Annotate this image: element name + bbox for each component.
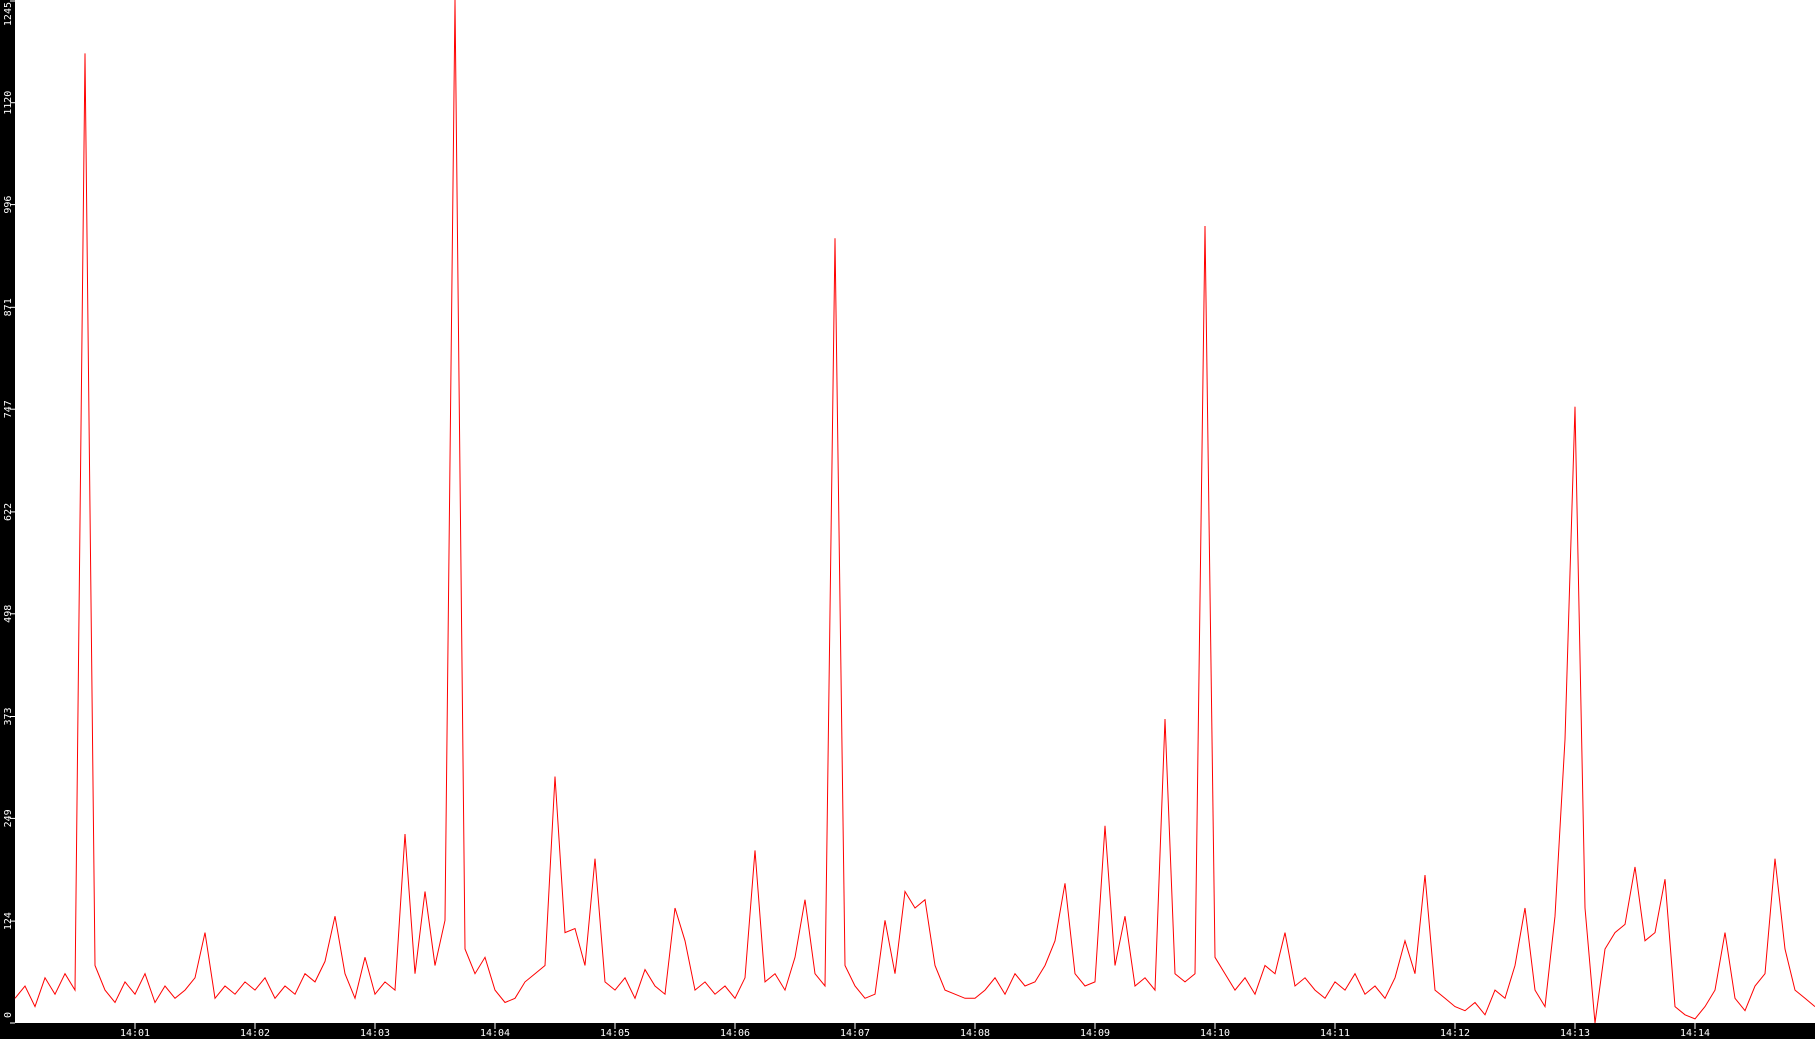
x-tick-label: 14:14 bbox=[1680, 1028, 1710, 1039]
y-tick-label: 373 bbox=[3, 707, 14, 725]
y-tick-label: 124 bbox=[3, 912, 14, 930]
y-tick-label: 1120 bbox=[3, 91, 14, 115]
y-tick-label: 871 bbox=[3, 298, 14, 316]
x-tick-label: 14:02 bbox=[240, 1028, 270, 1039]
x-tick-label: 14:08 bbox=[960, 1028, 990, 1039]
y-axis: 0 124 249 373 498 622 747 871 996 1120 1245 bbox=[3, 0, 15, 1024]
x-tick-label: 14:03 bbox=[360, 1028, 390, 1039]
x-tick-label: 14:11 bbox=[1320, 1028, 1350, 1039]
x-tick-label: 14:06 bbox=[720, 1028, 750, 1039]
y-tick-label: 622 bbox=[3, 503, 14, 521]
x-tick-label: 14:09 bbox=[1080, 1028, 1110, 1039]
x-tick-label: 14:13 bbox=[1560, 1028, 1590, 1039]
x-tick-label: 14:07 bbox=[840, 1028, 870, 1039]
x-tick-label: 14:04 bbox=[480, 1028, 510, 1039]
y-tick-label: 498 bbox=[3, 605, 14, 623]
x-tick-label: 14:12 bbox=[1440, 1028, 1470, 1039]
y-tick-label: 249 bbox=[3, 809, 14, 827]
y-tick-label: 1245 bbox=[3, 2, 14, 26]
y-tick-label: 747 bbox=[3, 400, 14, 418]
x-axis-band bbox=[0, 1023, 1815, 1039]
x-tick-label: 14:10 bbox=[1200, 1028, 1230, 1039]
plot-area bbox=[15, 0, 1815, 1023]
x-tick-label: 14:01 bbox=[120, 1028, 150, 1039]
y-axis-band bbox=[0, 0, 15, 1039]
x-axis: 14:01 14:02 14:03 14:04 14:05 14:06 14:07 14:08… bbox=[120, 1023, 1710, 1039]
series-line bbox=[14, 0, 1815, 1024]
y-tick-label: 996 bbox=[3, 196, 14, 214]
x-tick-label: 14:05 bbox=[600, 1028, 630, 1039]
y-tick-label: 0 bbox=[3, 1012, 14, 1018]
